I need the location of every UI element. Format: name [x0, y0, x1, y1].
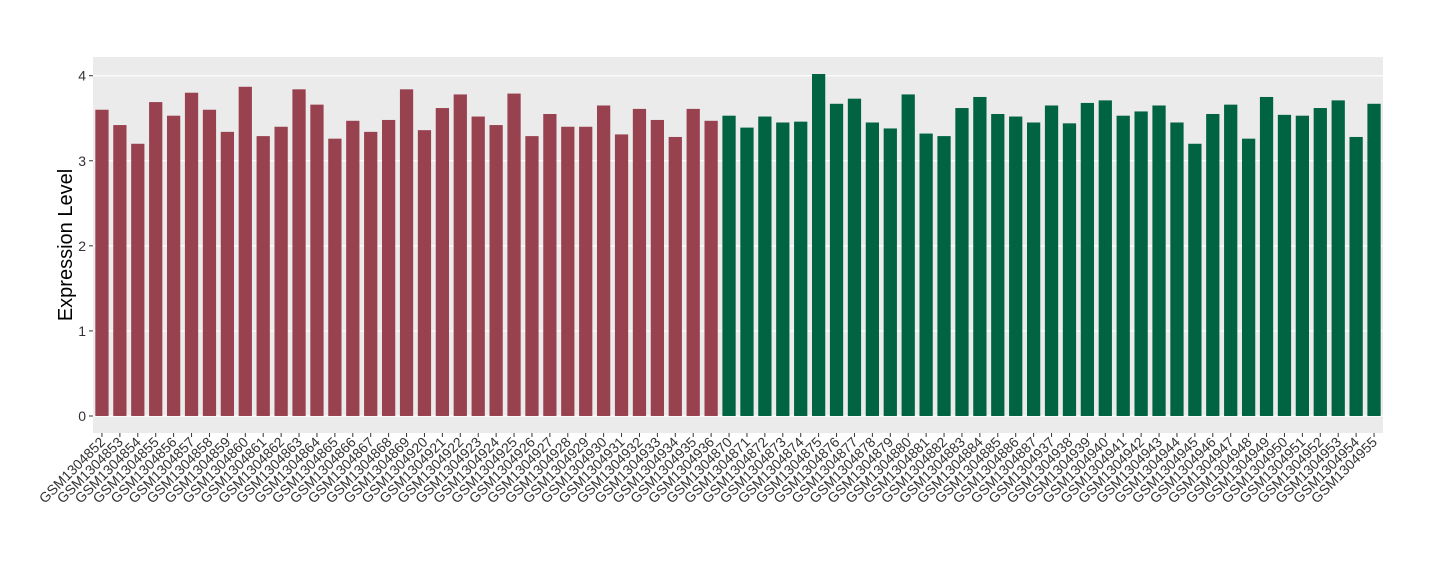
bar: [1224, 104, 1238, 416]
bar: [722, 115, 736, 416]
bar: [829, 103, 844, 416]
bar: [901, 94, 915, 416]
bar: [740, 127, 754, 416]
bar: [328, 138, 342, 416]
bar: [561, 126, 575, 416]
bar: [973, 96, 987, 416]
bar: [794, 121, 808, 416]
bar: [1080, 102, 1095, 416]
bar: [238, 86, 252, 416]
bar: [256, 136, 270, 416]
bar: [1134, 111, 1148, 416]
bar: [453, 94, 467, 416]
bar: [1331, 100, 1345, 416]
bar: [399, 89, 414, 416]
bar: [220, 131, 235, 416]
bar: [1062, 123, 1077, 416]
y-tick-label: 1: [78, 323, 86, 339]
bar: [991, 113, 1005, 416]
bar: [579, 126, 593, 416]
bar: [776, 122, 790, 416]
bar: [650, 119, 665, 416]
bar: [184, 92, 199, 416]
bar: [417, 130, 432, 416]
bar: [346, 120, 360, 416]
y-tick-label: 0: [78, 408, 86, 424]
bar: [471, 116, 485, 416]
y-tick-label: 4: [78, 68, 86, 84]
bar: [274, 126, 288, 416]
bar: [292, 89, 306, 416]
bar: [1295, 115, 1310, 416]
bar: [758, 116, 772, 416]
bar: [1188, 143, 1202, 416]
bar: [955, 108, 969, 416]
bar: [1170, 122, 1184, 416]
bar: [543, 113, 557, 416]
bar: [883, 128, 897, 416]
bar: [668, 136, 682, 416]
bar: [525, 136, 539, 416]
bar: [847, 98, 862, 416]
bar: [1277, 114, 1292, 416]
bar: [166, 115, 181, 416]
bar: [704, 120, 718, 416]
bar: [919, 133, 933, 416]
bar: [489, 125, 503, 416]
bar: [310, 104, 324, 416]
bar: [1313, 108, 1327, 416]
y-tick-label: 2: [78, 238, 86, 254]
bar: [149, 102, 163, 416]
bar: [95, 109, 109, 416]
bar: [596, 105, 611, 416]
bar: [1349, 136, 1363, 416]
bar: [381, 119, 396, 416]
bar: [1206, 113, 1220, 416]
bar: [507, 93, 521, 416]
bar: [1259, 96, 1274, 416]
bar: [113, 125, 127, 416]
bar: [1026, 122, 1041, 416]
bar: [632, 108, 647, 416]
bar: [1044, 105, 1059, 416]
bar: [202, 109, 217, 416]
bar: [364, 131, 378, 416]
bar: [1367, 103, 1381, 416]
bar: [614, 134, 629, 416]
bar: [865, 122, 880, 416]
bar: [811, 74, 826, 416]
bar: [435, 108, 450, 416]
bar: [686, 108, 700, 416]
bar: [131, 143, 145, 416]
bar: [1098, 100, 1112, 416]
y-axis-title: Expression Level: [55, 169, 77, 321]
plot-panel: [93, 57, 1383, 433]
bar: [937, 136, 951, 416]
bar: [1152, 105, 1166, 416]
bar: [1116, 115, 1130, 416]
bar: [1241, 138, 1256, 416]
bar: [1009, 116, 1023, 416]
y-tick-label: 3: [78, 153, 86, 169]
